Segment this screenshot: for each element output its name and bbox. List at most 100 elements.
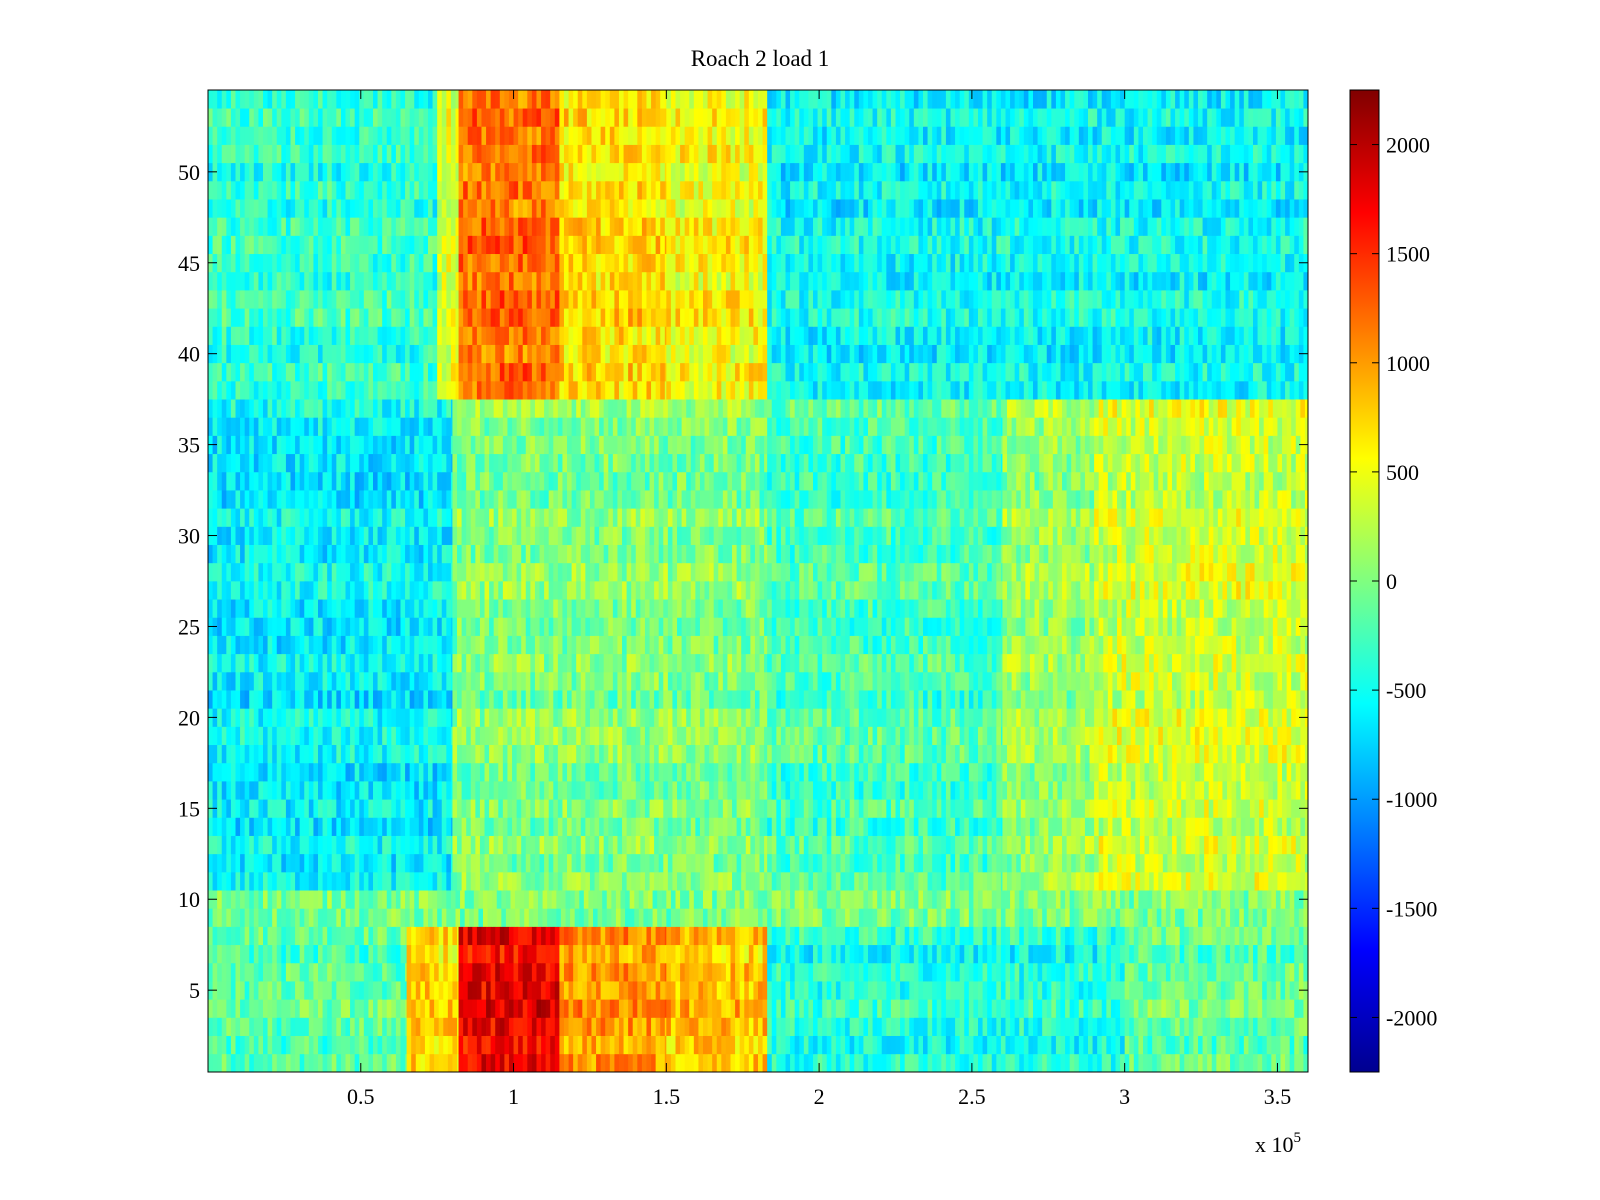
heatmap-cell — [377, 1017, 383, 1036]
heatmap-cell — [1239, 926, 1245, 946]
heatmap-cell — [498, 853, 504, 873]
heatmap-cell — [631, 853, 637, 873]
heatmap-cell — [1193, 981, 1199, 1000]
heatmap-cell — [677, 653, 682, 673]
heatmap-cell — [432, 471, 438, 491]
heatmap-cell — [764, 653, 768, 673]
heatmap-cell — [603, 599, 609, 618]
heatmap-cell — [322, 835, 328, 855]
heatmap-cell — [522, 1017, 528, 1036]
heatmap-cell — [780, 962, 786, 982]
heatmap-cell — [428, 690, 433, 709]
heatmap-cell — [991, 1017, 997, 1036]
heatmap-cell — [727, 799, 733, 818]
heatmap-cell — [476, 999, 482, 1018]
heatmap-cell — [479, 708, 485, 727]
heatmap-cell — [605, 981, 611, 1000]
heatmap-cell — [350, 417, 356, 436]
heatmap-cell — [217, 871, 223, 891]
heatmap-cell — [487, 890, 493, 909]
heatmap-cell — [890, 981, 896, 1000]
heatmap-cell — [528, 908, 534, 927]
heatmap-cell — [281, 853, 287, 873]
heatmap-cell — [643, 908, 649, 927]
heatmap-cell — [249, 944, 255, 964]
heatmap-cell — [677, 617, 682, 636]
heatmap-cell — [1202, 1017, 1208, 1036]
heatmap-cell — [304, 490, 310, 509]
heatmap-cell — [313, 1053, 319, 1073]
heatmap-cell — [272, 526, 278, 545]
heatmap-cell — [217, 744, 223, 764]
heatmap-cell — [1298, 926, 1304, 946]
heatmap-cell — [545, 926, 551, 946]
heatmap-cell — [423, 726, 429, 746]
heatmap-cell — [281, 526, 287, 545]
heatmap-cell — [244, 399, 250, 418]
heatmap-cell — [434, 944, 440, 964]
heatmap-cell — [322, 435, 328, 455]
heatmap-cell — [736, 671, 742, 691]
heatmap-cell — [677, 762, 682, 782]
heatmap-cell — [414, 417, 420, 436]
heatmap-cell — [1138, 999, 1144, 1018]
heatmap-cell — [1239, 1017, 1245, 1036]
heatmap-cell — [556, 908, 562, 927]
heatmap-cell — [1294, 981, 1300, 1000]
heatmap-cell — [350, 708, 356, 727]
heatmap-cell — [373, 1017, 378, 1036]
heatmap-cell — [409, 708, 415, 727]
heatmap-cell — [461, 853, 467, 873]
heatmap-cell — [754, 744, 760, 764]
heatmap-cell — [1088, 890, 1093, 909]
heatmap-cell — [281, 908, 287, 927]
heatmap-cell — [263, 526, 268, 545]
heatmap-cell — [576, 726, 582, 746]
heatmap-cell — [443, 1017, 449, 1036]
heatmap-cell — [258, 853, 264, 873]
heatmap-cell — [690, 617, 696, 636]
heatmap-cell — [663, 671, 669, 691]
heatmap-cell — [672, 617, 678, 636]
heatmap-cell — [263, 944, 268, 964]
heatmap-cell — [340, 562, 346, 582]
heatmap-cell — [936, 981, 942, 1000]
heatmap-cell — [576, 671, 582, 691]
heatmap-cell — [614, 962, 620, 982]
heatmap-cell — [475, 617, 481, 636]
heatmap-cell — [295, 708, 301, 727]
heatmap-cell — [400, 871, 406, 891]
heatmap-cell — [547, 890, 553, 909]
heatmap-cell — [235, 871, 241, 891]
heatmap-cell — [530, 708, 536, 727]
heatmap-cell — [437, 399, 443, 418]
heatmap-cell — [1010, 926, 1016, 946]
heatmap-cell — [799, 981, 805, 1000]
heatmap-cell — [626, 835, 632, 855]
heatmap-cell — [400, 617, 406, 636]
heatmap-cell — [441, 908, 447, 927]
heatmap-cell — [217, 599, 223, 618]
heatmap-cell — [767, 981, 773, 1000]
heatmap-cell — [1198, 981, 1203, 1000]
heatmap-cell — [295, 653, 301, 673]
heatmap-cell — [996, 926, 1002, 946]
heatmap-cell — [434, 981, 440, 1000]
heatmap-cell — [1161, 962, 1167, 982]
heatmap-cell — [677, 744, 682, 764]
heatmap-cell — [741, 671, 747, 691]
heatmap-cell — [331, 581, 337, 600]
heatmap-cell — [318, 781, 323, 800]
heatmap-cell — [854, 944, 860, 964]
heatmap-cell — [1165, 944, 1171, 964]
heatmap-cell — [450, 508, 453, 527]
heatmap-cell — [1193, 944, 1199, 964]
heatmap-cell — [446, 853, 452, 873]
heatmap-cell — [741, 744, 747, 764]
heatmap-cell — [1083, 1053, 1089, 1073]
heatmap-region — [1124, 926, 1309, 1073]
heatmap-cell — [373, 999, 378, 1018]
heatmap-cell — [359, 962, 365, 982]
heatmap-cell — [350, 799, 356, 818]
heatmap-cell — [1010, 1017, 1016, 1036]
